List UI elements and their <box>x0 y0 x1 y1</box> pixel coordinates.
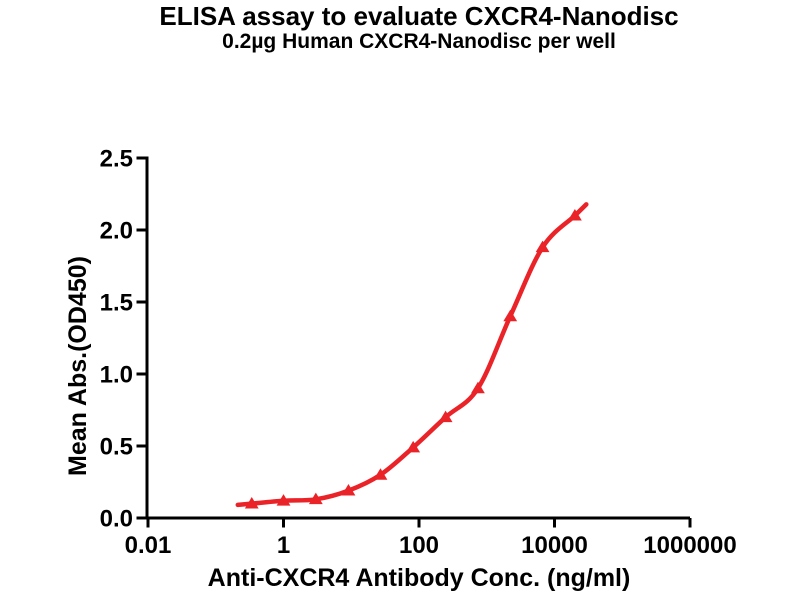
x-tick-label: 1 <box>277 532 290 559</box>
x-tick-label: 0.01 <box>125 532 172 559</box>
y-axis-ticks: 0.0 0.5 1.0 1.5 2.0 2.5 <box>100 146 147 533</box>
data-point-triangle <box>567 209 582 221</box>
y-tick-label: 1.5 <box>100 290 133 317</box>
data-point-triangle <box>341 484 356 496</box>
data-point-triangle <box>503 309 518 322</box>
y-tick-label: 2.5 <box>100 146 133 173</box>
x-tick-label: 10000 <box>521 532 588 559</box>
x-axis-ticks: 0.01 1 100 10000 1000000 <box>125 518 737 559</box>
data-point-triangle <box>535 240 550 253</box>
data-point-triangle <box>244 497 259 509</box>
x-tick-label: 1000000 <box>643 532 736 559</box>
data-point-markers <box>244 209 582 509</box>
y-tick-label: 0.0 <box>100 506 133 533</box>
data-point-triangle <box>438 410 453 423</box>
x-axis-label: Anti-CXCR4 Antibody Conc. (ng/ml) <box>207 564 631 592</box>
y-tick-label: 0.5 <box>100 434 133 461</box>
y-tick-label: 1.0 <box>100 362 133 389</box>
fit-curve <box>235 202 589 508</box>
chart-subtitle: 0.2µg Human CXCR4-Nanodisc per well <box>222 30 616 53</box>
data-point-triangle <box>471 381 485 394</box>
data-point-triangle <box>406 440 421 453</box>
y-tick-label: 2.0 <box>100 218 133 245</box>
fit-curve-path <box>235 202 589 508</box>
chart-title: ELISA assay to evaluate CXCR4-Nanodisc <box>159 1 679 31</box>
data-point-triangle <box>276 494 291 506</box>
data-point-triangle <box>308 492 323 505</box>
x-tick-label: 100 <box>399 532 439 559</box>
axes <box>145 156 690 520</box>
data-point-triangle <box>373 468 388 480</box>
